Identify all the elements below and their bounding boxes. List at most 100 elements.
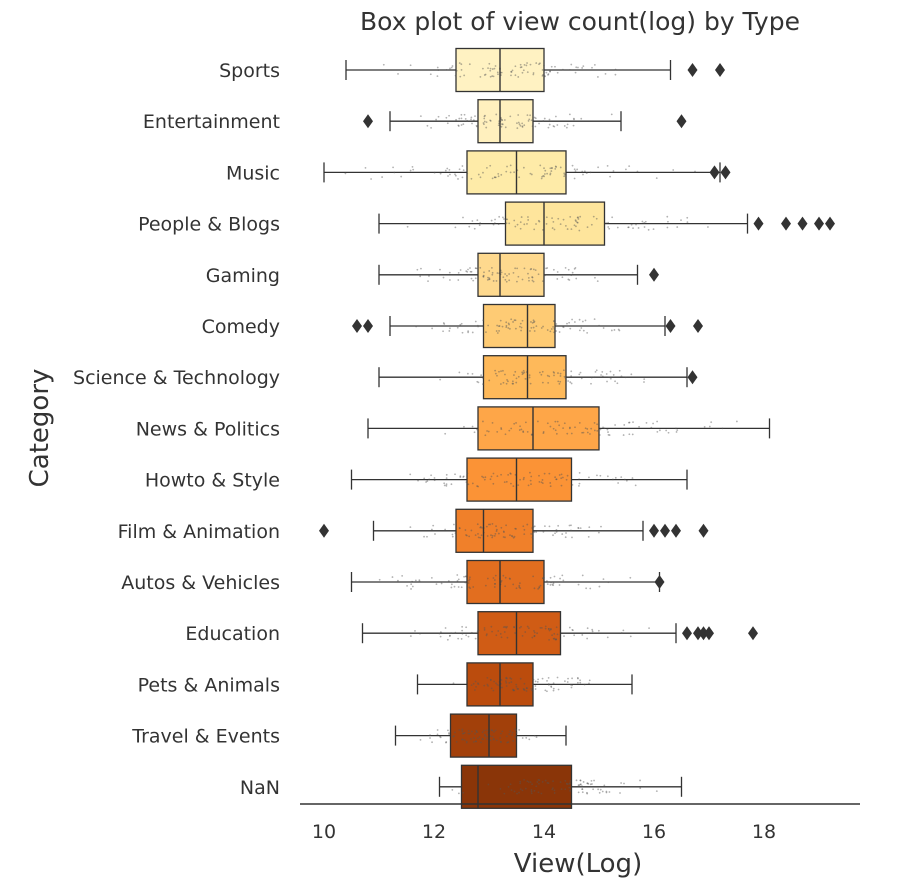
strip-point	[599, 428, 602, 431]
strip-point	[551, 583, 554, 586]
strip-point	[443, 323, 446, 325]
box	[504, 201, 606, 246]
strip-point	[504, 576, 507, 579]
strip-point	[573, 321, 576, 323]
strip-point	[416, 268, 419, 271]
strip-point	[616, 382, 619, 385]
strip-point	[549, 482, 552, 484]
strip-point	[538, 779, 541, 782]
strip-point	[522, 166, 525, 169]
strip-point	[510, 681, 513, 683]
strip-point	[532, 326, 535, 329]
strip-point	[554, 476, 557, 479]
strip-point	[511, 69, 514, 72]
strip-point	[463, 739, 466, 741]
strip-point	[409, 169, 412, 172]
strip-point	[538, 63, 540, 66]
strip-point	[528, 738, 531, 741]
strip-point	[530, 321, 532, 323]
strip-point	[497, 73, 499, 76]
strip-point	[570, 63, 573, 66]
strip-point	[485, 525, 488, 528]
strip-point	[448, 114, 450, 117]
strip-point	[469, 267, 471, 269]
strip-point	[512, 583, 515, 586]
strip-point	[491, 729, 494, 732]
strip-point	[496, 374, 498, 377]
strip-point	[532, 321, 535, 324]
strip-point	[536, 781, 539, 783]
box-group	[416, 662, 633, 707]
strip-point	[563, 635, 565, 637]
strip-point	[493, 579, 496, 581]
strip-point	[481, 731, 484, 734]
strip-point	[581, 67, 584, 69]
strip-point	[479, 75, 482, 78]
strip-point	[521, 634, 524, 637]
strip-point	[445, 69, 448, 71]
strip-point	[460, 117, 463, 120]
y-tick-label: NaN	[240, 777, 280, 799]
strip-point	[617, 328, 620, 331]
strip-point	[591, 783, 593, 785]
strip-point	[489, 164, 492, 167]
strip-point	[586, 331, 589, 334]
strip-point	[590, 223, 593, 226]
strip-point	[603, 784, 606, 787]
strip-point	[630, 223, 633, 226]
strip-point	[563, 172, 566, 175]
strip-point	[457, 178, 459, 180]
strip-point	[449, 327, 451, 330]
strip-point	[483, 74, 486, 76]
strip-point	[526, 780, 529, 783]
strip-point	[555, 166, 558, 168]
strip-point	[523, 223, 526, 226]
strip-point	[525, 687, 528, 689]
strip-point	[442, 276, 445, 279]
strip-point	[529, 471, 531, 474]
strip-point	[595, 217, 598, 220]
strip-point	[426, 124, 429, 127]
strip-point	[454, 731, 456, 734]
strip-point	[439, 736, 442, 739]
strip-point	[629, 576, 632, 579]
strip-point	[598, 585, 601, 588]
strip-point	[586, 226, 589, 229]
strip-point	[577, 66, 579, 69]
strip-point	[529, 479, 532, 482]
strip-point	[522, 431, 525, 434]
strip-point	[528, 376, 531, 379]
strip-point	[493, 222, 496, 225]
strip-point	[570, 524, 572, 527]
strip-point	[512, 485, 515, 487]
strip-point	[563, 375, 566, 378]
strip-point	[505, 324, 508, 327]
strip-point	[465, 481, 468, 483]
strip-point	[504, 373, 506, 376]
strip-point	[514, 632, 517, 634]
strip-point	[519, 325, 521, 328]
strip-point	[466, 172, 469, 175]
strip-point	[520, 428, 523, 431]
strip-point	[542, 577, 544, 580]
strip-point	[580, 327, 583, 329]
strip-point	[555, 478, 558, 481]
strip-point	[529, 268, 532, 271]
strip-point	[553, 331, 555, 334]
strip-point	[476, 630, 479, 633]
strip-point	[476, 731, 479, 734]
strip-point	[578, 478, 580, 481]
strip-point	[445, 484, 448, 487]
strip-point	[492, 223, 495, 226]
strip-point	[532, 73, 535, 76]
strip-point	[501, 123, 503, 125]
strip-point	[652, 422, 654, 425]
strip-point	[487, 276, 489, 279]
strip-point	[586, 782, 589, 785]
strip-point	[537, 791, 540, 794]
box	[477, 99, 534, 144]
strip-point	[490, 625, 493, 628]
strip-point	[505, 626, 508, 629]
strip-point	[547, 683, 550, 685]
strip-point	[567, 278, 570, 281]
